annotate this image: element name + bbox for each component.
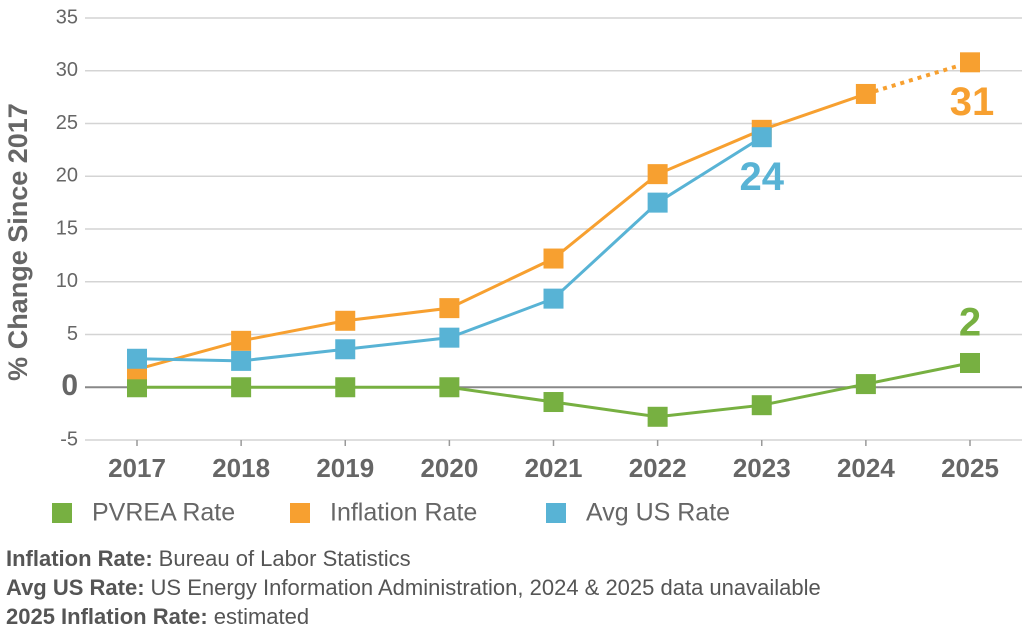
footnote-label: Inflation Rate: — [6, 546, 153, 571]
x-tick-label: 2021 — [525, 453, 583, 483]
footnote: Inflation Rate: Bureau of Labor Statistic… — [6, 546, 411, 571]
point-marker — [751, 127, 772, 148]
point-marker — [855, 83, 876, 104]
legend-label: PVREA Rate — [92, 499, 235, 527]
point-marker — [231, 330, 252, 351]
footnote-text: estimated — [214, 604, 309, 629]
point-marker — [751, 395, 772, 416]
y-tick-label: 10 — [56, 270, 78, 292]
estimated-segment — [865, 60, 971, 96]
y-tick-label: 0 — [61, 369, 78, 402]
x-tick-label: 2018 — [212, 453, 270, 483]
y-tick-label: 30 — [56, 59, 78, 81]
point-marker — [855, 374, 876, 395]
point-marker — [647, 164, 668, 185]
y-tick-label: 20 — [56, 165, 78, 187]
point-marker — [960, 52, 980, 73]
point-marker — [127, 348, 147, 369]
x-tick-label: 2020 — [420, 453, 478, 483]
data-label: 31 — [950, 80, 995, 124]
legend-swatch — [52, 503, 72, 523]
x-tick-label: 2025 — [941, 453, 999, 483]
footnote: Avg US Rate: US Energy Information Admini… — [6, 575, 821, 600]
x-tick-label: 2023 — [733, 453, 791, 483]
data-label: 2 — [959, 301, 981, 345]
point-marker — [543, 288, 564, 309]
data-label: 24 — [740, 155, 785, 199]
point-marker — [231, 377, 252, 398]
y-axis-title: % Change Since 2017 — [3, 103, 33, 381]
point-marker — [335, 377, 356, 398]
point-marker — [543, 392, 564, 413]
point-marker — [647, 406, 668, 427]
footnote-label: 2025 Inflation Rate: — [6, 604, 208, 629]
x-tick-label: 2024 — [837, 453, 895, 483]
point-marker — [127, 377, 147, 398]
x-tick-label: 2019 — [316, 453, 374, 483]
series-line — [136, 92, 867, 371]
point-marker — [439, 298, 460, 319]
y-tick-label: 5 — [67, 323, 78, 345]
legend-swatch — [290, 503, 310, 523]
point-marker — [543, 248, 564, 269]
point-marker — [439, 327, 460, 348]
point-marker — [335, 310, 356, 331]
x-tick-label: 2022 — [629, 453, 687, 483]
y-tick-label: 25 — [56, 112, 78, 134]
footnote-label: Avg US Rate: — [6, 575, 145, 600]
y-tick-label: -5 — [60, 428, 78, 450]
y-tick-label: 15 — [56, 217, 78, 239]
footnote-text: US Energy Information Administration, 20… — [151, 575, 821, 600]
point-marker — [960, 352, 980, 373]
point-marker — [439, 377, 460, 398]
point-marker — [231, 350, 252, 371]
y-tick-label: 35 — [56, 6, 78, 28]
footnote-text: Bureau of Labor Statistics — [159, 546, 411, 571]
point-marker — [335, 339, 356, 360]
legend-label: Avg US Rate — [586, 499, 730, 527]
x-tick-label: 2017 — [108, 453, 166, 483]
footnote: 2025 Inflation Rate: estimated — [6, 604, 309, 629]
point-marker — [647, 192, 668, 213]
legend-label: Inflation Rate — [330, 499, 477, 527]
legend-swatch — [546, 503, 566, 523]
